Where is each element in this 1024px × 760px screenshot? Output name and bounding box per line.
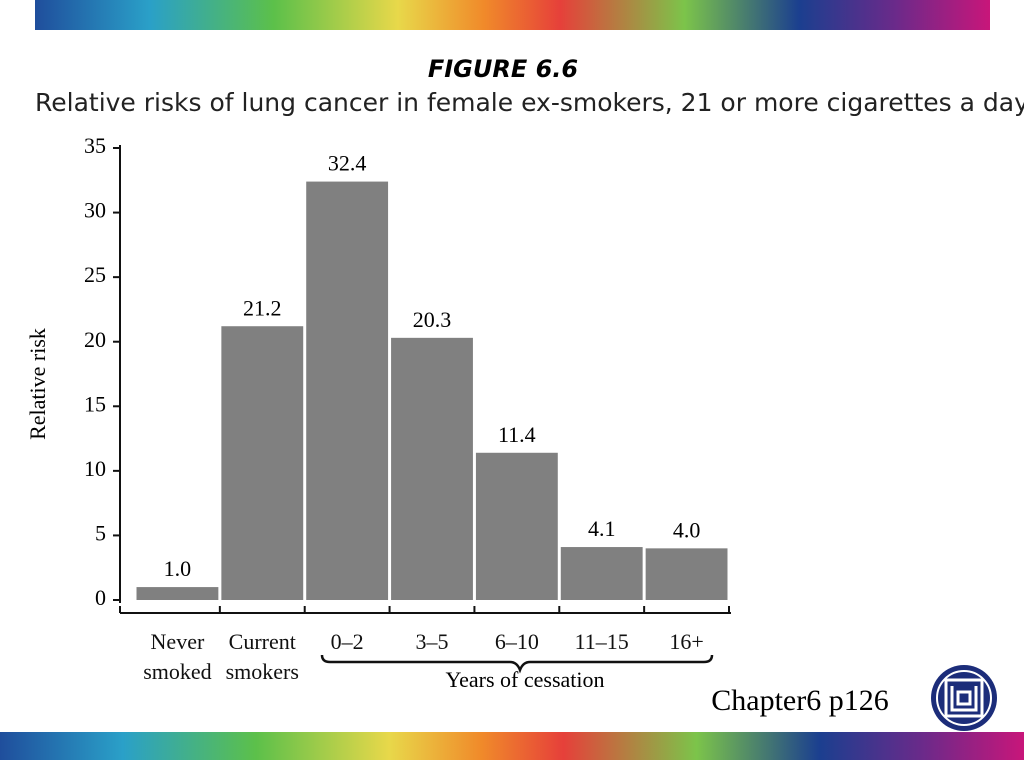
x-tick-label: 11–15	[574, 629, 629, 654]
value-label: 4.1	[588, 516, 616, 541]
value-label: 4.0	[673, 517, 701, 542]
bracket	[320, 654, 714, 674]
bottom-band	[0, 732, 1024, 760]
y-axis-label: Relative risk	[25, 328, 50, 440]
y-tick-label: 5	[95, 520, 106, 545]
x-tick-label: Current smokers	[225, 629, 299, 684]
bar	[645, 548, 728, 600]
y-tick-label: 30	[84, 198, 106, 223]
x-tick-label: 6–10	[494, 629, 539, 654]
x-tick-label: 0–2	[330, 629, 364, 654]
top-band	[35, 0, 990, 30]
y-tick-label: 0	[95, 585, 106, 610]
y-tick-label: 20	[84, 327, 106, 352]
bar	[391, 337, 473, 600]
y-tick-label: 35	[84, 133, 106, 158]
bar	[306, 181, 389, 600]
footer: Chapter6 p126	[711, 684, 888, 717]
value-label: 11.4	[498, 422, 536, 447]
value-label: 1.0	[164, 556, 192, 581]
x-tick-label: 3–5	[415, 629, 449, 654]
chart-subtitle: Relative risks of lung cancer in female …	[35, 88, 1024, 117]
bar	[475, 452, 558, 600]
annotation: Years of cessation	[445, 667, 604, 692]
value-label: 20.3	[413, 307, 452, 332]
bar	[221, 326, 304, 600]
bar	[560, 547, 643, 600]
value-label: 21.2	[243, 295, 282, 320]
bar	[136, 587, 219, 600]
y-tick-label: 15	[84, 391, 106, 416]
y-tick-label: 10	[84, 456, 106, 481]
value-label: 32.4	[328, 151, 367, 176]
y-tick-label: 25	[84, 262, 106, 287]
chart-title: FIGURE 6.6	[428, 55, 578, 83]
x-tick-label: Never smoked	[143, 629, 212, 684]
x-tick-label: 16+	[669, 629, 704, 654]
logo	[931, 665, 997, 731]
